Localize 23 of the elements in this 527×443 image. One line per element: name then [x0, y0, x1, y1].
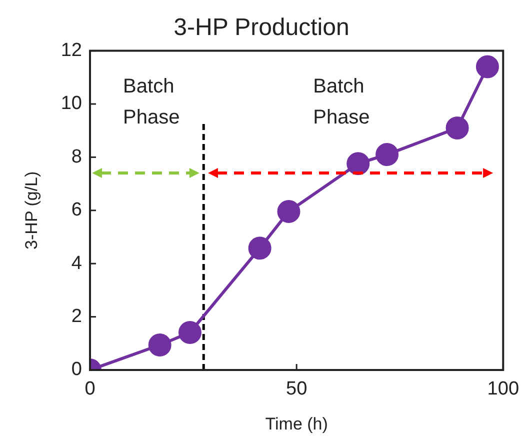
- y-tick-label: 4: [71, 252, 82, 274]
- y-tick-label: 12: [60, 40, 82, 62]
- chart-title: 3-HP Production: [174, 14, 350, 42]
- y-axis-title: 3-HP (g/L): [22, 171, 41, 250]
- point: [178, 320, 202, 344]
- x-tick-label: 50: [286, 378, 308, 400]
- point: [476, 55, 499, 78]
- y-tick-label: 10: [60, 93, 82, 114]
- x-tick-label: 0: [84, 378, 96, 400]
- annotation: Batch Phase: [123, 75, 180, 128]
- x-axis-title: Time (h): [265, 414, 328, 434]
- y-tick-label: 8: [71, 146, 82, 168]
- point: [148, 333, 172, 356]
- point: [376, 143, 399, 166]
- annotation: Batch Phase: [313, 75, 370, 128]
- x-tick-label: 100: [487, 378, 519, 400]
- point: [277, 200, 300, 223]
- point: [248, 236, 272, 260]
- y-tick-label: 6: [71, 200, 82, 221]
- y-tick-label: 2: [71, 306, 82, 328]
- y-tick-label: 0: [71, 359, 82, 380]
- point: [446, 116, 469, 140]
- point: [346, 152, 370, 176]
